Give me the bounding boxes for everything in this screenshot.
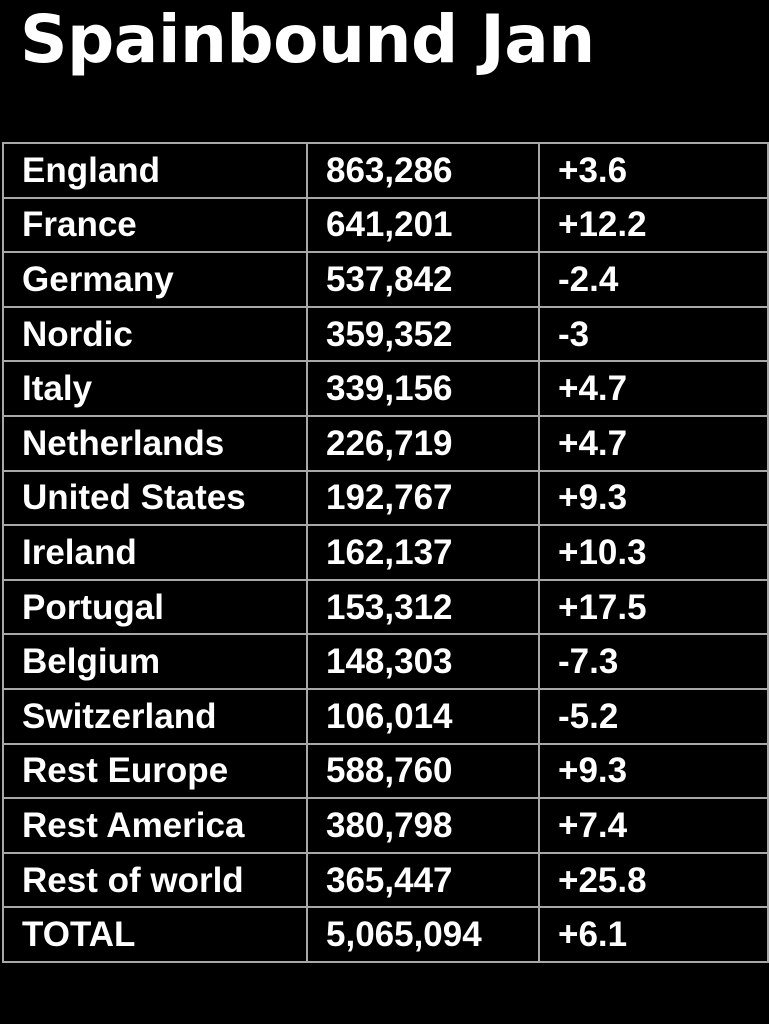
visitors-cell: 148,303 <box>306 633 540 690</box>
page-title: Spainbound Jan <box>20 1 595 78</box>
table-row: Switzerland 106,014 -5.2 <box>2 687 769 745</box>
country-cell: TOTAL <box>2 906 308 963</box>
data-table: England 863,286 +3.6 France 641,201 +12.2 Germ… <box>2 142 769 963</box>
change-cell: +9.3 <box>538 469 769 527</box>
visitors-cell: 226,719 <box>306 414 540 472</box>
country-cell: United States <box>2 469 308 527</box>
change-cell: +6.1 <box>538 906 769 963</box>
table-row: Portugal 153,312 +17.5 <box>2 578 769 636</box>
visitors-cell: 365,447 <box>306 851 540 909</box>
change-cell: +12.2 <box>538 196 769 254</box>
visitors-cell: 192,767 <box>306 469 540 527</box>
table-row: France 641,201 +12.2 <box>2 196 769 254</box>
table-row: Nordic 359,352 -3 <box>2 305 769 363</box>
visitors-cell: 106,014 <box>306 687 540 745</box>
country-cell: Rest America <box>2 797 308 854</box>
visitors-cell: 641,201 <box>306 196 540 254</box>
visitors-cell: 537,842 <box>306 251 540 308</box>
table-row: TOTAL 5,065,094 +6.1 <box>2 906 769 963</box>
country-cell: Rest of world <box>2 851 308 909</box>
visitors-cell: 380,798 <box>306 797 540 854</box>
table-row: United States 192,767 +9.3 <box>2 469 769 527</box>
country-cell: Portugal <box>2 578 308 636</box>
change-cell: -2.4 <box>538 251 769 308</box>
country-cell: Netherlands <box>2 414 308 472</box>
country-cell: Germany <box>2 251 308 308</box>
country-cell: France <box>2 196 308 254</box>
table-row: Belgium 148,303 -7.3 <box>2 633 769 690</box>
table-row: Italy 339,156 +4.7 <box>2 360 769 417</box>
visitors-cell: 162,137 <box>306 524 540 581</box>
change-cell: -5.2 <box>538 687 769 745</box>
table-body: England 863,286 +3.6 France 641,201 +12.2 Germ… <box>2 142 769 963</box>
country-cell: England <box>2 142 308 199</box>
table-row: Netherlands 226,719 +4.7 <box>2 414 769 472</box>
change-cell: +17.5 <box>538 578 769 636</box>
change-cell: +25.8 <box>538 851 769 909</box>
table-row: Rest America 380,798 +7.4 <box>2 797 769 854</box>
change-cell: +3.6 <box>538 142 769 199</box>
change-cell: +7.4 <box>538 797 769 854</box>
country-cell: Ireland <box>2 524 308 581</box>
country-cell: Rest Europe <box>2 742 308 800</box>
table-row: England 863,286 +3.6 <box>2 142 769 199</box>
table-row: Germany 537,842 -2.4 <box>2 251 769 308</box>
visitors-cell: 5,065,094 <box>306 906 540 963</box>
country-cell: Nordic <box>2 305 308 363</box>
visitors-cell: 359,352 <box>306 305 540 363</box>
table-row: Rest Europe 588,760 +9.3 <box>2 742 769 800</box>
change-cell: -3 <box>538 305 769 363</box>
visitors-cell: 153,312 <box>306 578 540 636</box>
change-cell: +4.7 <box>538 360 769 417</box>
change-cell: +9.3 <box>538 742 769 800</box>
change-cell: +10.3 <box>538 524 769 581</box>
table-row: Rest of world 365,447 +25.8 <box>2 851 769 909</box>
change-cell: +4.7 <box>538 414 769 472</box>
table-row: Ireland 162,137 +10.3 <box>2 524 769 581</box>
change-cell: -7.3 <box>538 633 769 690</box>
country-cell: Italy <box>2 360 308 417</box>
country-cell: Belgium <box>2 633 308 690</box>
visitors-cell: 588,760 <box>306 742 540 800</box>
visitors-cell: 339,156 <box>306 360 540 417</box>
visitors-cell: 863,286 <box>306 142 540 199</box>
country-cell: Switzerland <box>2 687 308 745</box>
